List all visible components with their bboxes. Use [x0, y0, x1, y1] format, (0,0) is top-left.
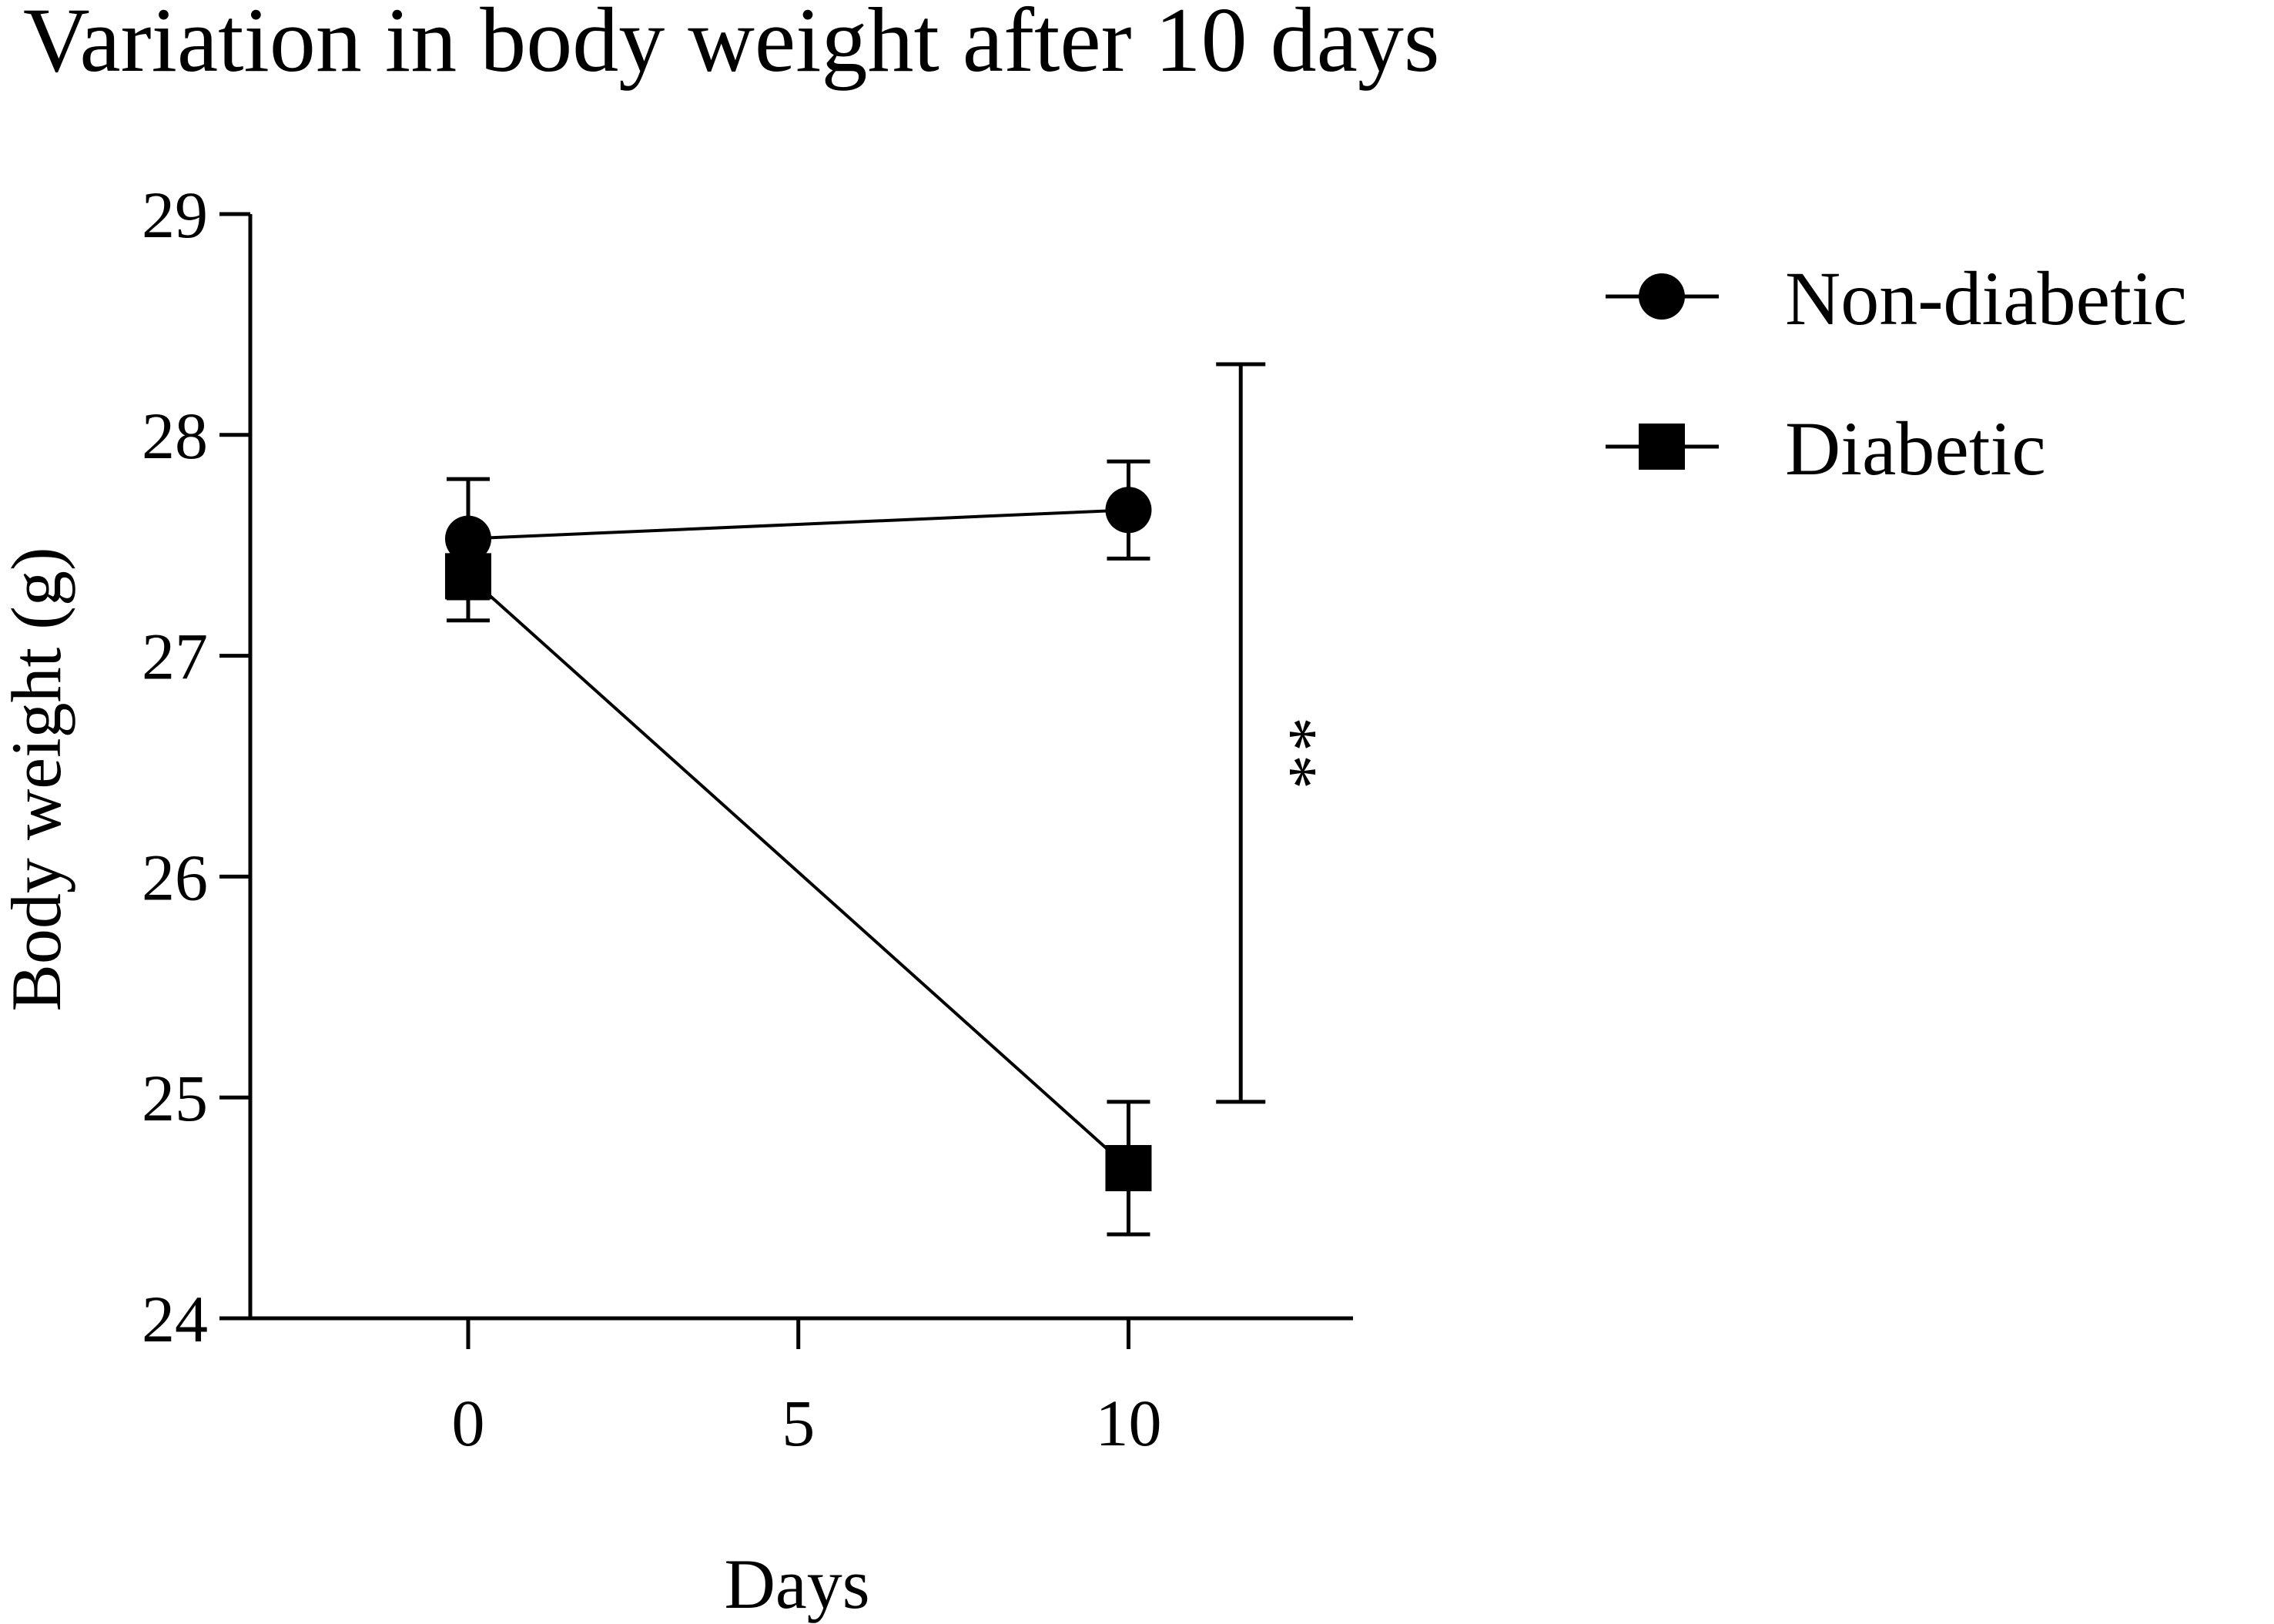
series-line	[467, 508, 1129, 541]
annotations: **	[1216, 362, 1331, 1104]
x-tick-label: 5	[782, 1386, 815, 1460]
x-tick-label: 10	[1095, 1386, 1161, 1460]
data-point	[1105, 487, 1152, 534]
y-tick-label: 24	[142, 1282, 208, 1356]
plot-area	[444, 459, 1152, 1237]
x-tick-label: 0	[451, 1386, 484, 1460]
chart-title: Variation in body weight after 10 days	[23, 0, 1440, 91]
legend-marker	[1639, 273, 1685, 320]
y-tick-label: 27	[142, 620, 208, 694]
y-tick-label: 26	[142, 840, 208, 914]
series-line	[467, 574, 1130, 1170]
legend-item-diabetic: Diabetic	[1606, 406, 2046, 491]
y-axis-label: Body weight (g)	[0, 547, 75, 1011]
legend-label: Non-diabetic	[1785, 256, 2187, 341]
series-non-diabetic	[444, 459, 1152, 601]
x-axis-label: Days	[724, 1545, 869, 1623]
y-tick-label: 29	[142, 178, 208, 252]
axes: 24 25 26 27 28 29 0 5 10	[142, 178, 1353, 1460]
legend-item-non-diabetic: Non-diabetic	[1606, 256, 2187, 341]
data-point	[444, 553, 491, 600]
significance-label: **	[1254, 717, 1331, 792]
legend-marker	[1639, 424, 1685, 470]
data-point	[1105, 1144, 1152, 1191]
legend-label: Diabetic	[1785, 406, 2046, 491]
y-tick-label: 25	[142, 1061, 208, 1135]
legend: Non-diabetic Diabetic	[1606, 256, 2187, 491]
y-tick-label: 28	[142, 399, 208, 473]
series-diabetic	[444, 530, 1152, 1237]
